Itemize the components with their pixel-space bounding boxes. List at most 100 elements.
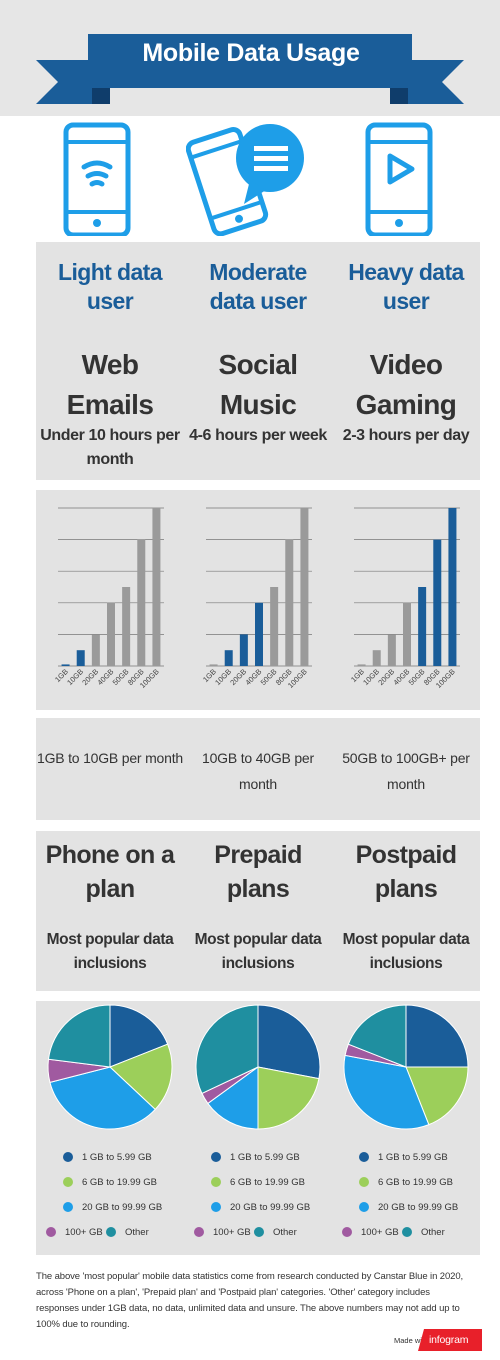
- tick-label: 10GB: [213, 667, 233, 687]
- legend-item: Other: [402, 1227, 445, 1240]
- user-type-label: Heavy data user: [348, 259, 464, 314]
- pie-slice: [405, 1004, 469, 1068]
- range-panel: [332, 718, 480, 820]
- pie-slice: [195, 1004, 259, 1095]
- legend-label: Other: [421, 1227, 445, 1238]
- activities: Video Gaming: [332, 345, 480, 425]
- activity: Gaming: [355, 389, 457, 420]
- plan-subtitle: Most popular data inclusions: [194, 931, 322, 972]
- title-ribbon: [36, 34, 464, 104]
- bar: [418, 587, 427, 666]
- bar: [387, 634, 396, 666]
- legend-item: 100+ GB: [194, 1227, 251, 1240]
- legend-label: 100+ GB: [361, 1227, 399, 1238]
- tick-label: 20GB: [80, 667, 100, 687]
- legend-label: 6 GB to 19.99 GB: [230, 1177, 305, 1188]
- bar: [448, 508, 457, 666]
- pie-slice: [347, 1004, 407, 1068]
- usage-time: 4-6 hours per week: [189, 427, 327, 444]
- plan-panel: [184, 831, 332, 991]
- legend-swatch: [46, 1227, 56, 1237]
- activities: Web Emails: [36, 345, 184, 425]
- tick-label: 50GB: [407, 667, 427, 687]
- legend-item: Other: [254, 1227, 297, 1240]
- user-type-panel: [332, 242, 480, 480]
- plan-subtitle: Most popular data inclusions: [342, 931, 470, 972]
- bar: [433, 539, 442, 666]
- play-phone-icon: [365, 122, 433, 236]
- legend-label: 20 GB to 99.99 GB: [230, 1202, 311, 1213]
- user-type-panel: [184, 242, 332, 480]
- legend-swatch: [402, 1227, 412, 1237]
- legend-label: 1 GB to 5.99 GB: [378, 1152, 448, 1163]
- legend-swatch: [342, 1227, 352, 1237]
- bar: [224, 650, 233, 666]
- pie-slice: [343, 1054, 430, 1130]
- legend-label: 100+ GB: [65, 1227, 103, 1238]
- legend-item: 100+ GB: [342, 1227, 399, 1240]
- header: Mobile Data Usage: [0, 0, 500, 116]
- infogram-logo[interactable]: [418, 1329, 482, 1351]
- made-with-label: Made with: [394, 1336, 429, 1345]
- bar: [152, 508, 161, 666]
- infogram-logo-text[interactable]: infogram: [429, 1334, 469, 1346]
- legend-swatch: [359, 1152, 369, 1162]
- activity: Social: [218, 349, 298, 380]
- tick-label: 10GB: [65, 667, 85, 687]
- pie-slice: [109, 1004, 169, 1068]
- pie-slice: [257, 1066, 320, 1130]
- bar: [300, 508, 309, 666]
- legend-item: Other: [106, 1227, 149, 1240]
- legend-swatch: [194, 1227, 204, 1237]
- activity: Emails: [66, 389, 154, 420]
- legend-swatch: [359, 1202, 369, 1212]
- pie-chart: [47, 1004, 173, 1130]
- legend-item: 1 GB to 5.99 GB: [63, 1152, 152, 1165]
- legend-swatch: [211, 1202, 221, 1212]
- legend-swatch: [63, 1152, 73, 1162]
- bar: [372, 650, 381, 666]
- usage-time: 2-3 hours per day: [342, 427, 470, 444]
- activity: Web: [81, 349, 139, 380]
- legend-swatch: [63, 1177, 73, 1187]
- legend-item: 1 GB to 5.99 GB: [359, 1152, 448, 1165]
- bar: [270, 587, 279, 666]
- legend-label: 6 GB to 19.99 GB: [82, 1177, 157, 1188]
- bar: [403, 602, 411, 666]
- tick-label: 40GB: [243, 667, 263, 687]
- legend-swatch: [211, 1177, 221, 1187]
- legend-item: 6 GB to 19.99 GB: [211, 1177, 305, 1190]
- legend-swatch: [106, 1227, 116, 1237]
- range-text: 50GB to 100GB+ per month: [342, 750, 470, 792]
- pie-slice: [207, 1066, 259, 1130]
- activity: Music: [219, 389, 297, 420]
- bar: [107, 602, 115, 666]
- bar: [76, 650, 85, 666]
- legend-item: 6 GB to 19.99 GB: [359, 1177, 453, 1190]
- tick-label: 10GB: [361, 667, 381, 687]
- range-text: 1GB to 10GB per month: [37, 750, 183, 766]
- range-panel: [184, 718, 332, 820]
- pie-slice: [109, 1043, 173, 1111]
- legend-label: Other: [273, 1227, 297, 1238]
- activities: Social Music: [184, 345, 332, 425]
- bar: [91, 634, 100, 666]
- legend-swatch: [254, 1227, 264, 1237]
- pie-chart: [195, 1004, 321, 1130]
- tick-label: 20GB: [376, 667, 396, 687]
- activity: Video: [369, 349, 443, 380]
- plan-title: Postpaid plans: [355, 841, 457, 903]
- plan-panel: [332, 831, 480, 991]
- legend-item: 20 GB to 99.99 GB: [211, 1202, 310, 1215]
- legend-label: 6 GB to 19.99 GB: [378, 1177, 453, 1188]
- tick-label: 40GB: [95, 667, 115, 687]
- footnote: The above 'most popular' mobile data sta…: [36, 1271, 464, 1330]
- pie-chart: [343, 1004, 469, 1130]
- page-title: Mobile Data Usage: [142, 39, 360, 67]
- bar: [137, 539, 146, 666]
- tick-label: 50GB: [111, 667, 131, 687]
- bar: [357, 664, 366, 666]
- tick-label: 20GB: [228, 667, 248, 687]
